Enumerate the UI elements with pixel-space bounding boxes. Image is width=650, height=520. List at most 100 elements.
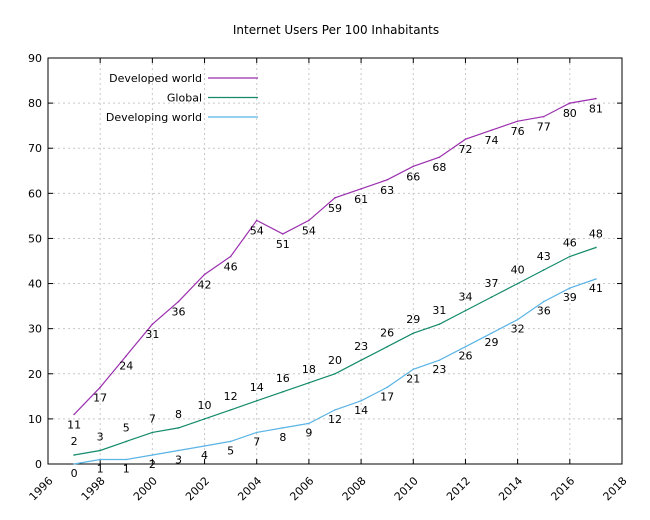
x-tick-label: 2014 — [496, 474, 525, 503]
data-label-global: 37 — [485, 277, 499, 290]
data-point-global — [542, 269, 545, 271]
data-point-developed-world — [125, 354, 128, 357]
data-point-developed-world — [490, 129, 493, 131]
data-label-developed-world: 80 — [563, 107, 577, 120]
data-point-developed-world — [516, 120, 519, 122]
data-label-developed-world: 51 — [276, 238, 290, 251]
legend: Developed world Global Developing world — [106, 72, 258, 124]
data-label-developed-world: 77 — [537, 121, 551, 134]
data-label-global: 26 — [380, 327, 394, 340]
data-point-developing-world — [99, 458, 101, 461]
data-label-developed-world: 31 — [145, 328, 159, 341]
y-tick-label: 80 — [28, 97, 42, 110]
data-label-developing-world: 12 — [328, 413, 342, 426]
data-label-developing-world: 29 — [485, 336, 499, 349]
data-label-global: 23 — [354, 340, 368, 353]
data-label-global: 7 — [149, 412, 156, 425]
data-point-global — [360, 359, 362, 362]
data-label-global: 18 — [302, 363, 316, 376]
data-label-developed-world: 74 — [485, 134, 499, 147]
x-tick-label: 2006 — [287, 474, 316, 503]
data-point-developing-world — [255, 431, 258, 434]
data-label-global: 12 — [224, 390, 238, 403]
data-label-developed-world: 72 — [458, 143, 472, 156]
x-tick-label: 2016 — [548, 474, 577, 503]
data-label-developed-world: 76 — [511, 125, 525, 138]
data-label-developing-world: 32 — [511, 323, 525, 336]
y-tick-label: 40 — [28, 278, 42, 291]
data-point-global — [229, 409, 232, 411]
y-tick-label: 0 — [35, 458, 42, 471]
y-tick-label: 70 — [28, 142, 42, 155]
data-point-developing-world — [308, 422, 310, 425]
data-label-global: 5 — [123, 421, 130, 434]
data-label-global: 8 — [175, 408, 182, 421]
data-label-global: 43 — [537, 250, 551, 263]
chart-title: Internet Users Per 100 Inhabitants — [233, 23, 439, 37]
x-tick-label: 2018 — [601, 474, 630, 503]
data-point-global — [595, 246, 597, 249]
data-label-global: 2 — [71, 435, 78, 448]
data-point-developing-world — [595, 278, 597, 280]
data-point-developing-world — [412, 368, 415, 371]
y-tick-label: 10 — [28, 413, 42, 426]
data-label-developing-world: 7 — [253, 435, 260, 448]
data-label-developing-world: 23 — [432, 363, 446, 376]
series-layer — [73, 97, 597, 465]
x-tick-label: 2010 — [392, 474, 421, 503]
data-point-developing-world — [282, 427, 284, 429]
data-point-developed-world — [73, 413, 75, 416]
data-point-developed-world — [203, 273, 206, 276]
legend-label: Global — [167, 92, 202, 105]
data-point-global — [490, 296, 493, 298]
data-label-developed-world: 68 — [432, 161, 446, 174]
data-point-global — [308, 382, 310, 384]
data-label-developing-world: 0 — [71, 467, 78, 480]
y-tick-label: 20 — [28, 368, 42, 381]
data-point-developed-world — [595, 97, 597, 100]
y-tick-label: 90 — [28, 52, 42, 65]
data-label-developing-world: 36 — [537, 305, 551, 318]
data-label-developing-world: 9 — [305, 426, 312, 439]
x-tick-label: 2002 — [183, 474, 212, 503]
data-point-developing-world — [334, 409, 336, 411]
data-point-developing-world — [177, 449, 180, 452]
data-label-developed-world: 59 — [328, 202, 342, 215]
data-point-global — [334, 372, 336, 375]
series-line-developed-world — [73, 98, 597, 415]
data-label-global: 29 — [406, 313, 420, 326]
data-label-global: 14 — [250, 381, 264, 394]
data-label-developing-world: 39 — [563, 291, 577, 304]
data-point-global — [203, 418, 206, 420]
data-label-developing-world: 2 — [149, 458, 156, 471]
data-point-developed-world — [334, 197, 336, 199]
data-label-developing-world: 5 — [227, 444, 234, 457]
data-label-global: 3 — [97, 430, 104, 443]
data-point-developed-world — [360, 188, 362, 190]
data-point-developed-world — [255, 219, 258, 222]
data-label-global: 40 — [511, 264, 525, 277]
y-tick-label: 30 — [28, 323, 42, 336]
y-tick-label: 60 — [28, 187, 42, 200]
x-tick-label: 2012 — [444, 474, 473, 503]
data-point-global — [516, 282, 519, 285]
y-tick-label: 50 — [28, 232, 42, 245]
data-label-developed-world: 17 — [93, 391, 107, 404]
data-label-developing-world: 8 — [279, 431, 286, 444]
data-point-developing-world — [360, 400, 362, 402]
data-label-developing-world: 17 — [380, 390, 394, 403]
data-point-global — [177, 427, 180, 429]
data-label-developed-world: 54 — [302, 224, 316, 237]
data-point-developing-world — [569, 287, 571, 289]
data-label-developing-world: 4 — [201, 449, 208, 462]
data-point-developed-world — [464, 138, 467, 140]
data-label-global: 10 — [198, 399, 212, 412]
data-point-global — [386, 345, 388, 348]
data-point-developing-world — [125, 458, 128, 461]
x-tick-label: 2004 — [235, 474, 264, 503]
data-label-developed-world: 66 — [406, 170, 420, 183]
data-label-developed-world: 11 — [67, 418, 81, 431]
data-label-global: 48 — [589, 227, 603, 240]
